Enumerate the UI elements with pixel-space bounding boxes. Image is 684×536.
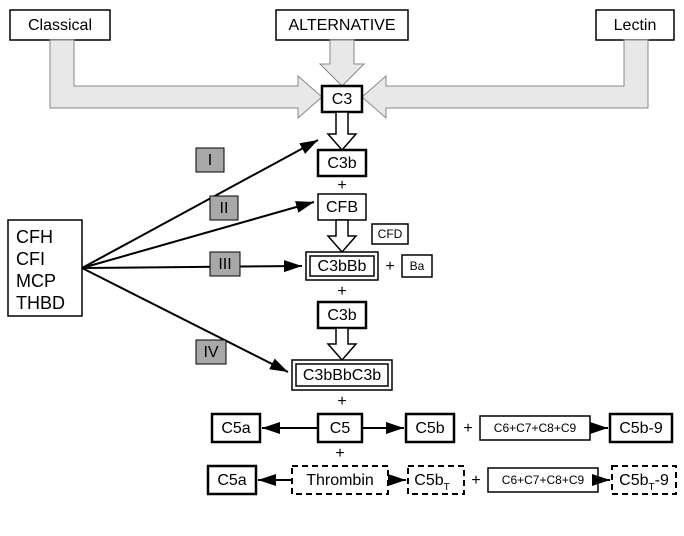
label-IV: IV bbox=[203, 344, 218, 361]
label-III: III bbox=[218, 256, 231, 273]
line-II bbox=[82, 202, 314, 268]
plus-1: + bbox=[337, 177, 346, 194]
classical-label: Classical bbox=[28, 17, 92, 34]
cfb-label: CFB bbox=[326, 199, 358, 216]
plus-ba: + bbox=[385, 258, 394, 275]
c6789b-label: C6+C7+C8+C9 bbox=[502, 473, 585, 487]
plus-4: + bbox=[463, 420, 472, 437]
c5-label: C5 bbox=[330, 420, 351, 437]
thrombin-label: Thrombin bbox=[306, 472, 374, 489]
alternative-label: ALTERNATIVE bbox=[289, 17, 396, 34]
c3b-label: C3b bbox=[327, 155, 356, 172]
label-II: II bbox=[220, 200, 229, 217]
label-I: I bbox=[208, 152, 212, 169]
arrow-lectin bbox=[362, 40, 648, 118]
c5a-label: C5a bbox=[221, 420, 250, 437]
ba-label: Ba bbox=[410, 259, 425, 273]
c5b9-label: C5b-9 bbox=[619, 420, 663, 437]
line-IV bbox=[82, 268, 288, 372]
lectin-label: Lectin bbox=[614, 17, 657, 34]
c3bbb-label: C3bBb bbox=[318, 258, 367, 275]
c6789-label: C6+C7+C8+C9 bbox=[494, 421, 577, 435]
arrow-c3-c3b bbox=[328, 112, 356, 150]
plus-3: + bbox=[337, 393, 346, 410]
mcp-label: MCP bbox=[16, 271, 56, 291]
cfd-label: CFD bbox=[378, 227, 403, 241]
thbd-label: THBD bbox=[16, 293, 65, 313]
c5a2-label: C5a bbox=[217, 472, 246, 489]
cfh-label: CFH bbox=[16, 227, 53, 247]
c5b-label: C5b bbox=[415, 420, 444, 437]
arrow-cfb-c3bbb bbox=[328, 220, 356, 252]
c3-label: C3 bbox=[332, 91, 353, 108]
plus-5: + bbox=[335, 445, 344, 462]
c3b2-label: C3b bbox=[327, 307, 356, 324]
line-III bbox=[82, 266, 302, 268]
arrow-classical bbox=[50, 40, 322, 118]
plus-6: + bbox=[471, 472, 480, 489]
plus-2: + bbox=[337, 283, 346, 300]
c3bbbc3b-label: C3bBbC3b bbox=[303, 367, 381, 384]
arrow-c3b-c3bbbc3b bbox=[328, 328, 356, 360]
cfi-label: CFI bbox=[16, 249, 45, 269]
arrow-alternative bbox=[320, 40, 364, 86]
